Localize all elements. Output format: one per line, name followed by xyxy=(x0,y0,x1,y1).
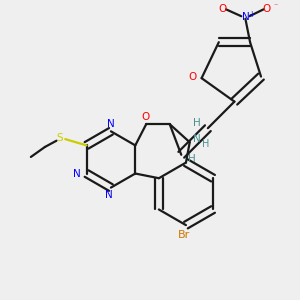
Text: Br: Br xyxy=(178,230,190,240)
Text: O: O xyxy=(189,72,197,82)
Text: H: H xyxy=(188,154,196,164)
Text: H: H xyxy=(193,118,201,128)
Text: ⁻: ⁻ xyxy=(273,2,278,11)
Text: S: S xyxy=(56,133,63,143)
Text: O: O xyxy=(219,4,227,14)
Text: O: O xyxy=(262,4,270,14)
Text: N: N xyxy=(107,119,115,129)
Text: N: N xyxy=(104,190,112,200)
Text: H: H xyxy=(202,139,210,149)
Text: N: N xyxy=(242,12,249,22)
Text: N: N xyxy=(73,169,81,178)
Text: +: + xyxy=(248,10,254,19)
Text: N: N xyxy=(193,134,200,144)
Text: O: O xyxy=(142,112,150,122)
